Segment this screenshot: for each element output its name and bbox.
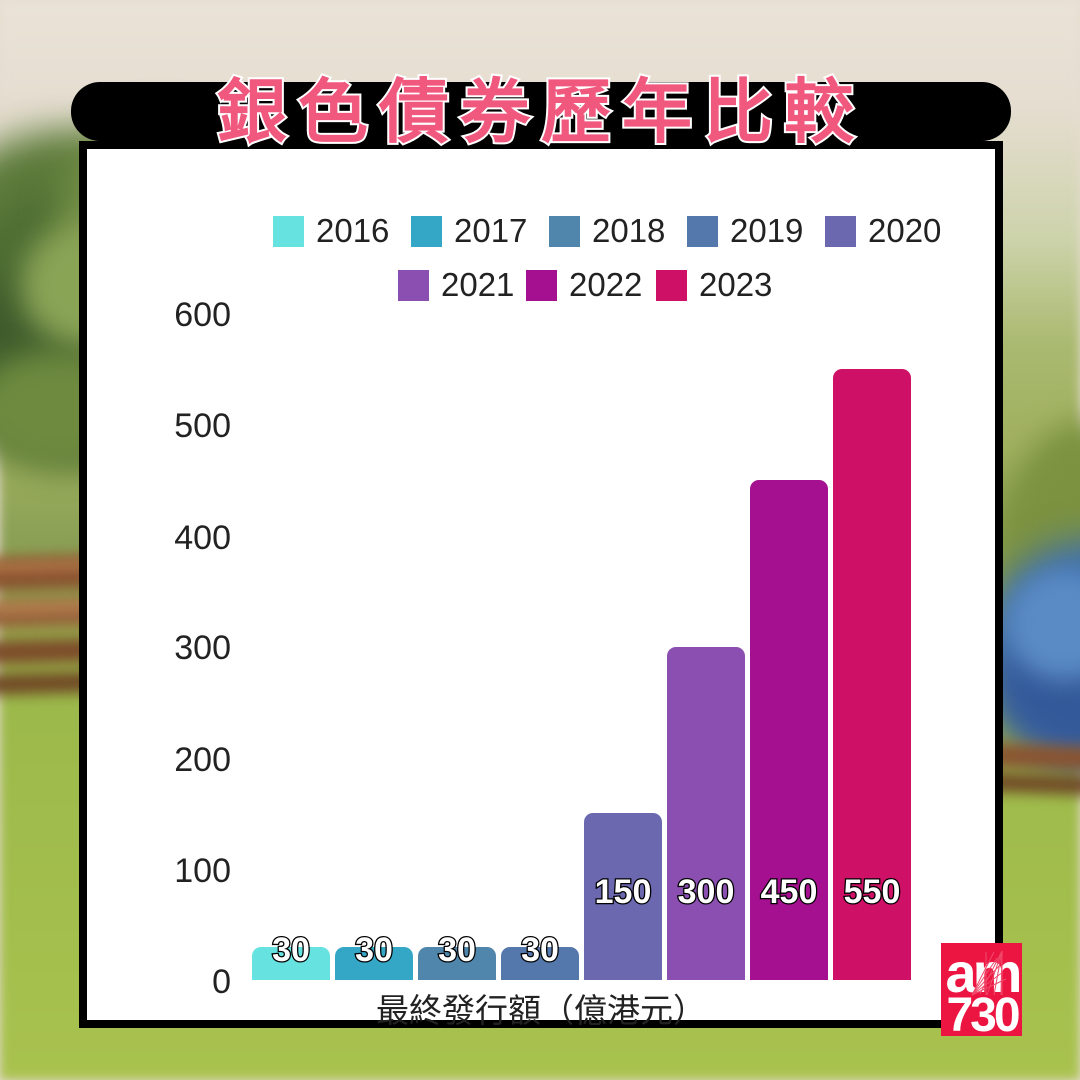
svg-text:730: 730: [946, 989, 1018, 1036]
